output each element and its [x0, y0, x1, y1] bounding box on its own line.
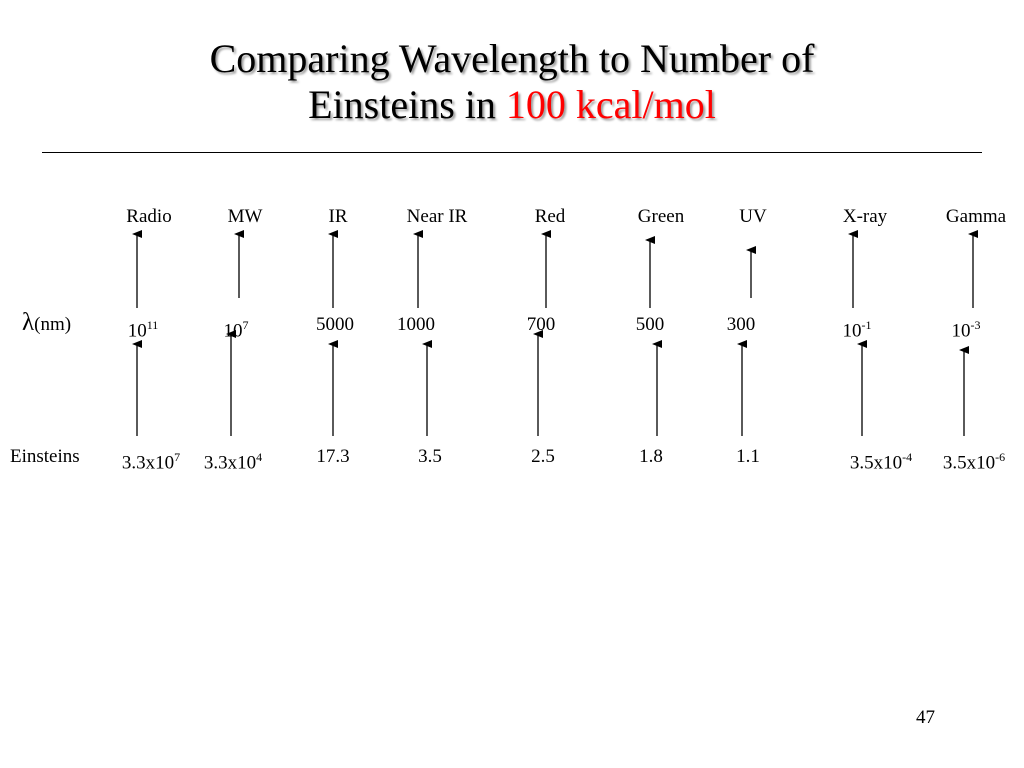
region-label: UV	[739, 206, 767, 227]
einsteins-value: 1.1	[736, 446, 760, 467]
wavelength-value: 5000	[316, 314, 354, 335]
wavelength-value: 10-3	[951, 318, 981, 342]
wavelength-row-label: λ(nm)	[22, 309, 72, 336]
title-line-2: Einsteins in 100 kcal/mol	[0, 82, 1024, 128]
wavelength-value: 10-1	[842, 318, 872, 342]
region-label: Near IR	[406, 206, 468, 227]
einsteins-value: 3.3x104	[203, 450, 263, 474]
lambda-symbol: λ	[22, 309, 35, 336]
title-divider	[42, 152, 982, 153]
region-label: IR	[328, 206, 348, 227]
einsteins-value: 3.5	[418, 446, 442, 467]
wavelength-value: 1000	[397, 314, 435, 335]
einsteins-value: 3.3x107	[121, 450, 181, 474]
slide-title: Comparing Wavelength to Number of Einste…	[0, 36, 1024, 128]
wavelength-value: 700	[526, 314, 556, 335]
einsteins-value: 1.8	[639, 446, 663, 467]
title-line-2-prefix: Einsteins in	[308, 82, 506, 127]
region-label: Gamma	[945, 206, 1007, 227]
region-label: MW	[227, 206, 263, 227]
wavelength-value: 500	[635, 314, 665, 335]
wavelength-unit: (nm)	[34, 314, 72, 335]
region-label: Green	[637, 206, 685, 227]
title-line-1: Comparing Wavelength to Number of	[209, 36, 815, 81]
region-label: Red	[534, 206, 566, 227]
einsteins-value: 3.5x10-4	[849, 450, 913, 474]
wavelength-value: 300	[726, 314, 756, 335]
einsteins-row-label: Einsteins	[10, 446, 80, 467]
title-accent-energy: 100 kcal/mol	[505, 82, 716, 127]
einsteins-value: 2.5	[531, 446, 555, 467]
region-label: Radio	[126, 206, 172, 227]
einsteins-value: 3.5x10-6	[942, 450, 1006, 474]
einsteins-value: 17.3	[316, 446, 350, 467]
page-number: 47	[916, 707, 935, 728]
wavelength-value: 1011	[127, 318, 159, 342]
region-label: X-ray	[842, 206, 888, 227]
